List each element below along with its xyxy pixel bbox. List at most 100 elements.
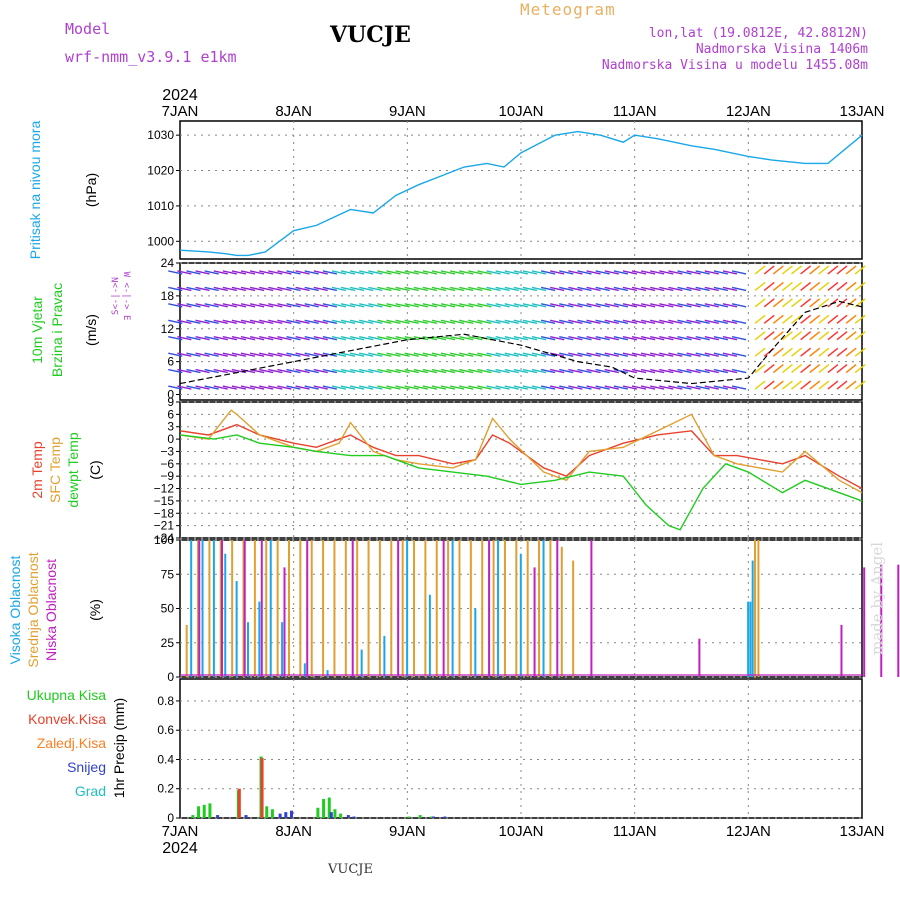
wind-barb xyxy=(413,319,428,324)
cloud-bar xyxy=(481,540,484,677)
cloud-bar xyxy=(451,540,454,677)
wind-barb xyxy=(195,352,210,357)
wind-barb xyxy=(349,368,365,374)
cloud-bar xyxy=(469,540,472,677)
wind-barb xyxy=(763,380,775,390)
wind-barb xyxy=(809,265,821,275)
wind-barb xyxy=(695,286,710,292)
wind-barb xyxy=(531,336,547,341)
cloud-bar xyxy=(299,540,302,677)
wind-barb xyxy=(395,336,410,341)
wind-barb xyxy=(695,352,710,357)
wind-barb xyxy=(522,270,538,275)
precip-bar xyxy=(352,816,356,818)
wind-barb xyxy=(368,286,383,292)
clouds-ytick-label: 75 xyxy=(161,567,175,581)
pressure-line xyxy=(179,130,863,257)
wind-barb xyxy=(268,336,283,341)
wind-barb xyxy=(513,385,528,390)
wind-barb xyxy=(204,270,219,275)
wind-barb xyxy=(349,270,365,275)
wind-barb xyxy=(550,336,565,341)
wind-barb xyxy=(240,385,256,390)
wind-barb xyxy=(772,298,784,308)
cloud-bar xyxy=(751,560,754,677)
precip-frame xyxy=(179,678,863,819)
wind-barb xyxy=(259,352,274,357)
wind-barb xyxy=(604,303,619,308)
wind-barb xyxy=(695,385,710,390)
wind-barb xyxy=(186,270,201,275)
wind-barb xyxy=(731,352,747,357)
wind-barb xyxy=(836,314,848,324)
wind-barb xyxy=(695,303,710,308)
cloud-bar xyxy=(424,540,427,677)
wind-barb xyxy=(595,368,610,374)
wind-ytick-label: 6 xyxy=(167,355,174,369)
wind-ytick-label: 12 xyxy=(161,322,175,336)
wind-barb xyxy=(791,281,802,291)
precip-bar xyxy=(197,806,201,818)
wind-barb xyxy=(313,319,328,324)
wind-barb xyxy=(809,331,821,341)
wind-barb xyxy=(368,319,383,324)
wind-barb xyxy=(854,314,866,324)
wind-barb xyxy=(695,319,710,324)
wind-barb xyxy=(313,385,328,390)
wind-barb xyxy=(468,286,483,292)
wind-barb xyxy=(818,298,830,308)
bottom-date-label: 7JAN xyxy=(162,823,199,840)
precip-bar xyxy=(284,812,288,818)
pressure-ytick-label: 1030 xyxy=(147,128,174,142)
wind-barb xyxy=(763,265,775,275)
wind-barb xyxy=(568,319,583,324)
wind-barb xyxy=(340,352,356,357)
cloud-bar xyxy=(333,540,336,677)
wind-barb xyxy=(431,319,447,324)
wind-barb xyxy=(359,352,374,357)
pressure-unit-label: (hPa) xyxy=(83,173,99,207)
wind-barb xyxy=(800,265,812,275)
wind-barb xyxy=(704,303,719,308)
wind-barb xyxy=(304,368,319,374)
wind-barb xyxy=(513,352,528,357)
wind-barb xyxy=(440,270,456,275)
wind-barb xyxy=(659,385,674,390)
wind-barb xyxy=(495,270,510,275)
wind-barb xyxy=(577,270,592,275)
wind-barb xyxy=(222,352,237,357)
precip-legend-item: Ukupna Kisa xyxy=(27,687,107,703)
wind-barb xyxy=(668,270,683,275)
wind-barb xyxy=(177,336,192,341)
wind-barb xyxy=(586,286,601,292)
wind-barb xyxy=(404,352,419,357)
precip-bar xyxy=(418,815,422,818)
wind-barb xyxy=(845,314,857,324)
wind-barb xyxy=(504,303,519,308)
wind-barb xyxy=(459,352,474,357)
wind-barb xyxy=(722,336,738,341)
wind-barb xyxy=(468,352,483,357)
wind-barb xyxy=(722,270,738,275)
wind-barb xyxy=(277,368,292,374)
wind-barb xyxy=(240,286,256,292)
wind-barb xyxy=(268,286,283,292)
wind-barb xyxy=(249,270,265,275)
wind-barb xyxy=(440,319,456,324)
wind-barb xyxy=(204,385,219,390)
wind-barb xyxy=(659,270,674,275)
wind-barb xyxy=(277,352,292,357)
wind-barb xyxy=(440,368,456,374)
wind-barb xyxy=(677,319,692,324)
wind-ylabel-2: Brzina i Pravac xyxy=(49,283,65,377)
wind-barb xyxy=(522,385,538,390)
wind-barb xyxy=(431,286,447,292)
wind-barb xyxy=(249,303,265,308)
wind-barb xyxy=(368,368,383,374)
wind-barb xyxy=(359,368,374,374)
wind-barb xyxy=(368,385,383,390)
wind-barb xyxy=(495,368,510,374)
wind-barb xyxy=(168,270,183,275)
wind-barb xyxy=(340,303,356,308)
wind-barb xyxy=(213,352,228,357)
